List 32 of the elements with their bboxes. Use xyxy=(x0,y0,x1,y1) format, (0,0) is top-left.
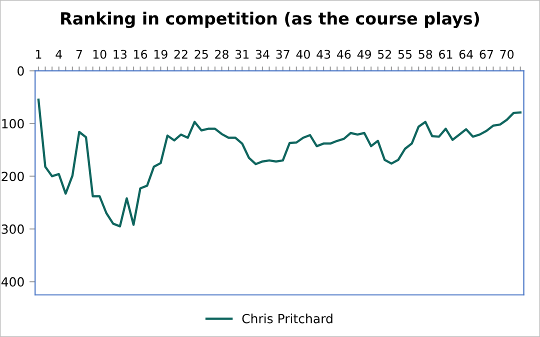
x-tick-label: 55 xyxy=(398,50,412,59)
x-tick-label: 46 xyxy=(336,50,351,59)
x-tick-label: 13 xyxy=(114,50,127,59)
x-tick-label: 10 xyxy=(93,50,106,59)
line-series xyxy=(37,98,522,228)
x-tick-label: 19 xyxy=(154,50,168,59)
x-tick-label: 37 xyxy=(276,50,290,59)
x-tick-label: 43 xyxy=(316,50,330,59)
x-tick-label: 34 xyxy=(256,50,270,59)
x-tick-label: 40 xyxy=(296,50,310,59)
y-tick-label: 0 xyxy=(18,66,24,76)
y-tick-label: 200 xyxy=(2,172,24,182)
x-tick-label: 52 xyxy=(378,50,391,59)
x-tick-label: 16 xyxy=(134,50,148,59)
x-tick-label: 67 xyxy=(480,50,493,59)
x-tick-label: 61 xyxy=(439,50,452,59)
x-tick-label: 31 xyxy=(236,50,249,59)
x-tick-label: 1 xyxy=(36,50,42,59)
legend-label: Chris Pritchard xyxy=(242,314,332,324)
x-tick-label: 7 xyxy=(76,50,82,59)
x-tick-label: 70 xyxy=(500,50,514,59)
chart-title: Ranking in competition (as the course plays) xyxy=(61,12,480,28)
x-tick-label: 58 xyxy=(418,50,432,59)
x-tick-label: 64 xyxy=(459,50,473,59)
x-tick-label: 25 xyxy=(194,50,208,59)
y-tick-label: 300 xyxy=(2,224,24,234)
y-tick-label: 100 xyxy=(2,118,24,128)
x-tick-label: 4 xyxy=(56,50,62,59)
x-tick-label: 49 xyxy=(357,50,371,59)
x-tick-label: 22 xyxy=(174,50,188,59)
x-tick-label: 28 xyxy=(215,50,228,59)
y-tick-label: 400 xyxy=(1,277,24,287)
